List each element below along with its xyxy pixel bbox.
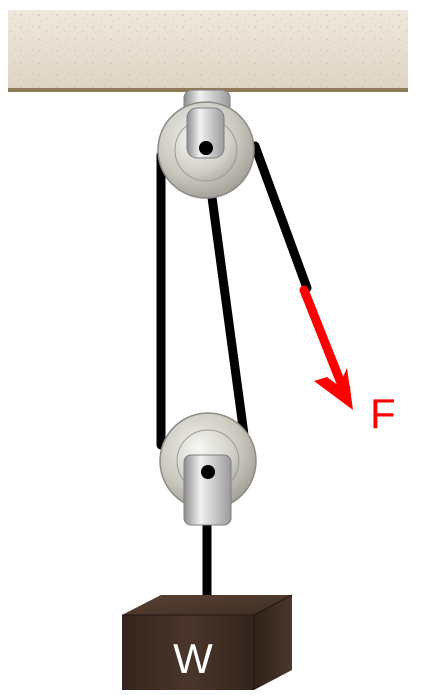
weight-label: W xyxy=(173,635,213,682)
rope-system xyxy=(156,141,312,609)
force-arrow-tip xyxy=(314,368,353,410)
ceiling-beam xyxy=(8,10,408,92)
fixed-pulley xyxy=(157,101,255,199)
force-arrow-shaft xyxy=(299,285,346,388)
force-label: F xyxy=(370,390,396,437)
rope-pull-strand xyxy=(250,141,312,293)
force-arrow xyxy=(299,285,353,410)
rope-middle-strand xyxy=(206,185,250,447)
movable-pulley xyxy=(159,412,257,526)
weight-block xyxy=(122,594,293,690)
